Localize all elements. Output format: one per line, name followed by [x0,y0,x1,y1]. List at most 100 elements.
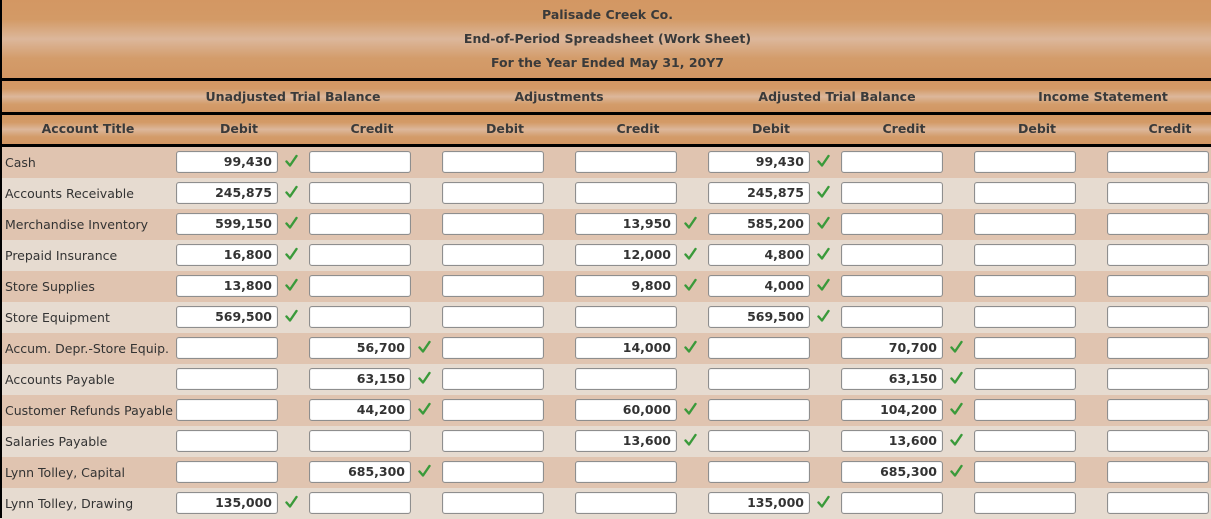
adj-credit-input[interactable]: 14,000 [575,337,677,359]
utb-debit-input[interactable]: 599,150 [176,213,278,235]
adj-debit-input[interactable] [442,244,544,266]
atb-debit-input[interactable] [708,430,810,452]
utb-debit-input[interactable] [176,461,278,483]
adj-credit-input[interactable] [575,182,677,204]
utb-debit-input[interactable]: 16,800 [176,244,278,266]
utb-credit-input[interactable] [309,275,411,297]
is-debit-input[interactable] [974,244,1076,266]
utb-credit-input[interactable] [309,151,411,173]
is-credit-input[interactable] [1107,182,1209,204]
is-credit-input[interactable] [1107,461,1209,483]
utb-debit-input[interactable] [176,368,278,390]
utb-debit-input[interactable] [176,337,278,359]
utb-credit-input[interactable]: 56,700 [309,337,411,359]
is-credit-input[interactable] [1107,399,1209,421]
adj-debit-input[interactable] [442,151,544,173]
is-debit-input[interactable] [974,399,1076,421]
atb-debit-input[interactable]: 569,500 [708,306,810,328]
is-credit-input[interactable] [1107,151,1209,173]
atb-credit-input[interactable]: 63,150 [841,368,943,390]
atb-debit-input[interactable]: 585,200 [708,213,810,235]
is-debit-input[interactable] [974,151,1076,173]
correct-check-icon [817,216,831,232]
utb-debit-input[interactable] [176,399,278,421]
is-credit-input[interactable] [1107,337,1209,359]
atb-credit-input[interactable]: 685,300 [841,461,943,483]
adj-credit-input[interactable]: 60,000 [575,399,677,421]
utb-credit-input[interactable] [309,244,411,266]
atb-credit-input[interactable]: 70,700 [841,337,943,359]
is-debit-input[interactable] [974,430,1076,452]
correct-check-icon [285,154,299,170]
adj-credit-input[interactable]: 13,600 [575,430,677,452]
atb-credit-input[interactable]: 104,200 [841,399,943,421]
adj-debit-input[interactable] [442,461,544,483]
is-credit-input[interactable] [1107,492,1209,514]
header-atb-debit: Debit [751,121,791,136]
adj-debit-input[interactable] [442,337,544,359]
atb-debit-input[interactable]: 135,000 [708,492,810,514]
utb-debit-input[interactable]: 245,875 [176,182,278,204]
atb-credit-input[interactable] [841,275,943,297]
is-debit-input[interactable] [974,275,1076,297]
atb-credit-input[interactable] [841,492,943,514]
atb-debit-input[interactable]: 99,430 [708,151,810,173]
atb-credit-input[interactable] [841,306,943,328]
is-debit-input[interactable] [974,306,1076,328]
is-debit-input[interactable] [974,368,1076,390]
adj-debit-input[interactable] [442,213,544,235]
atb-credit-input[interactable] [841,182,943,204]
utb-debit-input[interactable]: 13,800 [176,275,278,297]
utb-debit-input[interactable]: 135,000 [176,492,278,514]
is-credit-input[interactable] [1107,430,1209,452]
is-credit-input[interactable] [1107,306,1209,328]
adj-debit-input[interactable] [442,492,544,514]
adj-debit-input[interactable] [442,430,544,452]
atb-credit-input[interactable] [841,213,943,235]
correct-check-icon [817,278,831,294]
atb-debit-input[interactable] [708,368,810,390]
utb-credit-input[interactable]: 685,300 [309,461,411,483]
atb-debit-input[interactable] [708,337,810,359]
atb-credit-input[interactable] [841,244,943,266]
atb-debit-input[interactable]: 4,800 [708,244,810,266]
atb-debit-input[interactable]: 4,000 [708,275,810,297]
adj-debit-input[interactable] [442,399,544,421]
is-credit-input[interactable] [1107,244,1209,266]
utb-credit-input[interactable] [309,306,411,328]
is-debit-input[interactable] [974,213,1076,235]
adj-debit-input[interactable] [442,182,544,204]
is-credit-input[interactable] [1107,213,1209,235]
is-credit-input[interactable] [1107,368,1209,390]
atb-debit-input[interactable] [708,461,810,483]
atb-credit-input[interactable] [841,151,943,173]
utb-credit-input[interactable]: 44,200 [309,399,411,421]
utb-debit-input[interactable] [176,430,278,452]
adj-credit-input[interactable] [575,151,677,173]
is-debit-input[interactable] [974,461,1076,483]
atb-debit-input[interactable]: 245,875 [708,182,810,204]
adj-credit-input[interactable] [575,306,677,328]
is-debit-input[interactable] [974,182,1076,204]
utb-credit-input[interactable]: 63,150 [309,368,411,390]
adj-credit-input[interactable]: 13,950 [575,213,677,235]
atb-debit-input[interactable] [708,399,810,421]
is-credit-input[interactable] [1107,275,1209,297]
utb-credit-input[interactable] [309,213,411,235]
adj-credit-input[interactable] [575,492,677,514]
utb-debit-input[interactable]: 99,430 [176,151,278,173]
adj-credit-input[interactable]: 9,800 [575,275,677,297]
is-debit-input[interactable] [974,337,1076,359]
utb-credit-input[interactable] [309,430,411,452]
adj-credit-input[interactable] [575,461,677,483]
utb-debit-input[interactable]: 569,500 [176,306,278,328]
adj-debit-input[interactable] [442,368,544,390]
utb-credit-input[interactable] [309,182,411,204]
utb-credit-input[interactable] [309,492,411,514]
adj-credit-input[interactable] [575,368,677,390]
adj-debit-input[interactable] [442,275,544,297]
adj-credit-input[interactable]: 12,000 [575,244,677,266]
adj-debit-input[interactable] [442,306,544,328]
atb-credit-input[interactable]: 13,600 [841,430,943,452]
is-debit-input[interactable] [974,492,1076,514]
